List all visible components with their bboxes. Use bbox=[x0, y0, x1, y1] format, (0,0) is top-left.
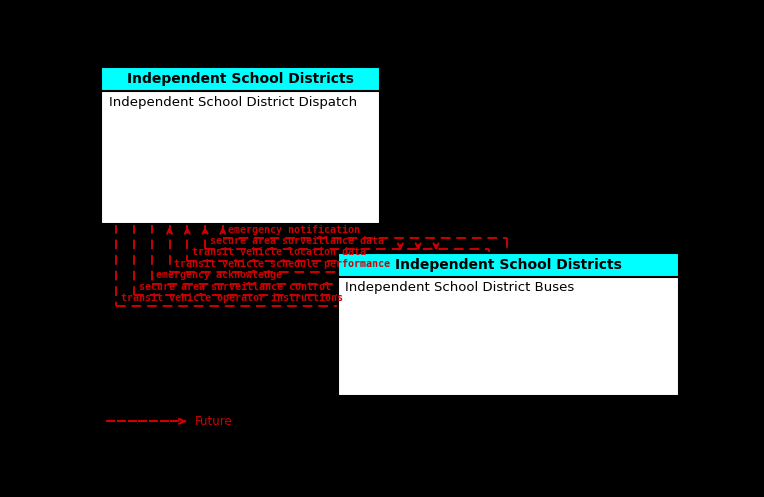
FancyBboxPatch shape bbox=[338, 253, 678, 277]
Text: emergency acknowledge: emergency acknowledge bbox=[157, 270, 283, 280]
Text: Independent School District Buses: Independent School District Buses bbox=[345, 281, 575, 294]
Text: Independent School District Dispatch: Independent School District Dispatch bbox=[108, 95, 357, 109]
Text: Independent School Districts: Independent School Districts bbox=[127, 72, 354, 86]
Text: transit vehicle schedule performance: transit vehicle schedule performance bbox=[174, 259, 390, 269]
Text: secure area surveillance control: secure area surveillance control bbox=[139, 282, 331, 292]
Text: Independent School Districts: Independent School Districts bbox=[395, 258, 622, 272]
FancyBboxPatch shape bbox=[102, 67, 380, 91]
Text: transit vehicle operator instructions: transit vehicle operator instructions bbox=[121, 293, 343, 303]
Text: secure area surveillance data: secure area surveillance data bbox=[210, 236, 384, 246]
Text: Future: Future bbox=[195, 415, 233, 428]
FancyBboxPatch shape bbox=[102, 67, 380, 224]
FancyBboxPatch shape bbox=[338, 253, 678, 397]
Text: emergency notification: emergency notification bbox=[228, 225, 360, 235]
Text: transit vehicle location data: transit vehicle location data bbox=[192, 248, 366, 257]
